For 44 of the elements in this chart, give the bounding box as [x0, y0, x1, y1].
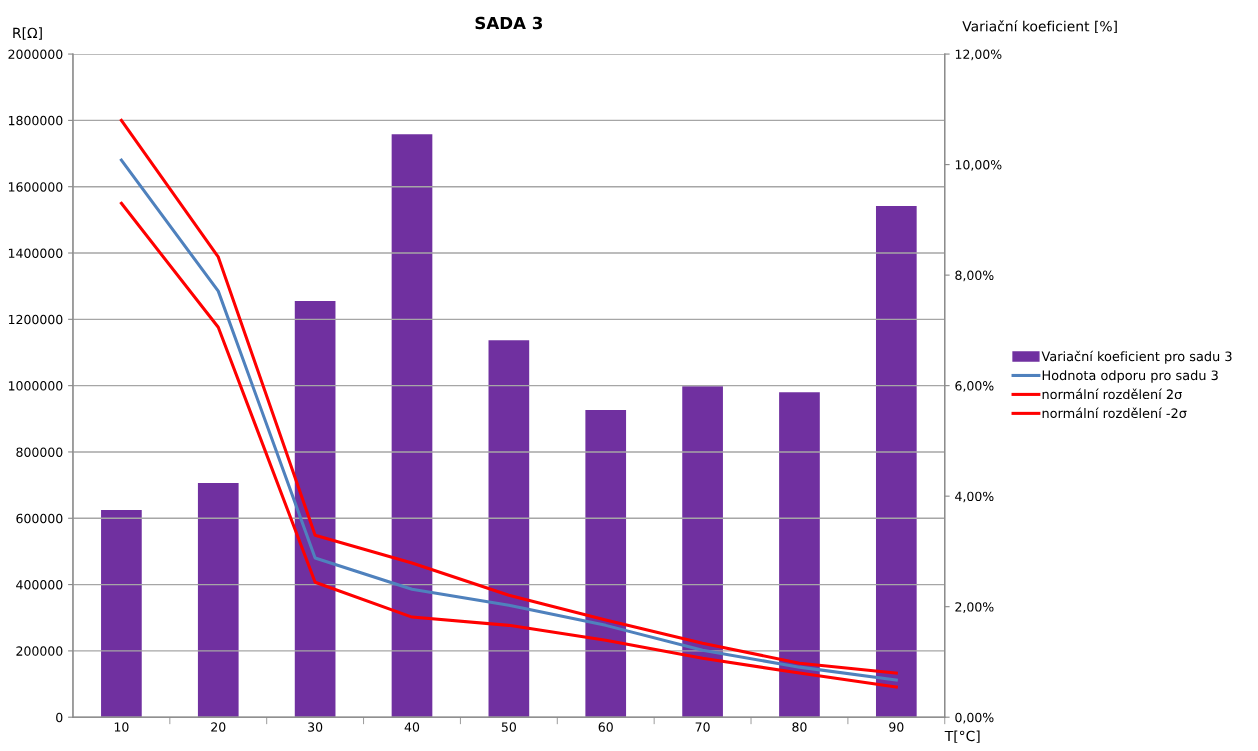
x-tick-label: 40 — [404, 722, 420, 732]
y2-tick-label: 2,00% — [955, 602, 994, 613]
bar — [682, 386, 723, 718]
legend-label: normální rozdělení -2σ — [1042, 407, 1187, 419]
y-tick-label: 2000000 — [8, 49, 63, 59]
y2-tick-label: 4,00% — [955, 491, 994, 503]
y2-tick-label: 0,00% — [955, 712, 994, 724]
x-axis-title: T[°C] — [944, 730, 980, 743]
y2-tick-label: 12,00% — [955, 49, 1002, 61]
bar — [294, 301, 336, 718]
bar — [488, 340, 530, 718]
y-axis-title: R[Ω] — [13, 27, 42, 40]
bar — [875, 206, 917, 718]
y-tick-label: 1800000 — [8, 115, 63, 126]
legend-label: normální rozdělení 2σ — [1042, 388, 1182, 400]
y-tick-label: 1200000 — [8, 314, 63, 325]
x-tick-label: 30 — [308, 722, 323, 732]
y-tick-label: 400000 — [16, 580, 63, 590]
x-tick-label: 20 — [211, 722, 226, 732]
bar — [197, 482, 239, 718]
x-tick-label: 60 — [598, 722, 613, 732]
x-tick-label: 70 — [695, 722, 710, 732]
bar — [101, 509, 142, 718]
bar — [779, 392, 820, 718]
y-tick-label: 1000000 — [8, 381, 63, 391]
x-tick-label: 80 — [792, 722, 807, 732]
legend-label: Hodnota odporu pro sadu 3 — [1042, 370, 1218, 383]
y-tick-label: 200000 — [16, 646, 63, 656]
bar — [391, 134, 433, 718]
chart-title: SADA 3 — [475, 16, 543, 30]
y2-tick-label: 10,00% — [955, 160, 1002, 171]
x-tick-label: 90 — [889, 722, 904, 732]
y-tick-label: 1600000 — [8, 182, 63, 192]
y-tick-label: 1400000 — [8, 248, 63, 258]
y-tick-label: 600000 — [16, 513, 63, 524]
x-tick-label: 50 — [501, 722, 516, 732]
legend-label: Variační koeficient pro sadu 3 — [1041, 350, 1232, 364]
y-tick-label: 800000 — [16, 447, 63, 457]
bar — [585, 409, 627, 718]
y-tick-label: 0 — [56, 712, 63, 723]
y2-tick-label: 8,00% — [955, 270, 994, 282]
y2-axis-title: Variační koeficient [%] — [962, 20, 1117, 34]
y2-tick-label: 6,00% — [955, 381, 994, 392]
x-tick-label: 10 — [114, 722, 129, 732]
